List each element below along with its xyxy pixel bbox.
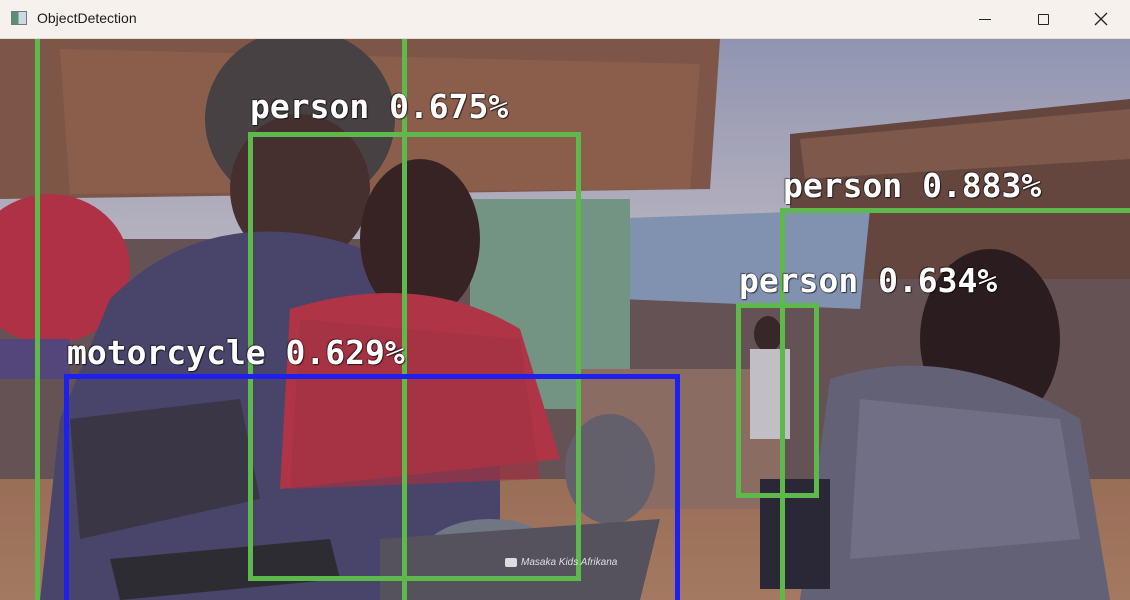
watermark-text: Masaka Kids Afrikana bbox=[521, 557, 618, 568]
play-icon bbox=[505, 557, 517, 567]
minimize-button[interactable] bbox=[956, 0, 1014, 38]
maximize-icon bbox=[1037, 13, 1049, 25]
bbox-person-2 bbox=[780, 208, 1130, 600]
detection-label-person-3: person 0.634% bbox=[739, 261, 998, 300]
bbox-person-1 bbox=[248, 132, 581, 581]
title-bar: ObjectDetection bbox=[0, 0, 1130, 39]
app-icon bbox=[11, 11, 27, 25]
detection-label-motorcycle-1: motorcycle 0.629% bbox=[67, 333, 405, 372]
detection-label-person-2: person 0.883% bbox=[783, 166, 1042, 205]
maximize-button[interactable] bbox=[1014, 0, 1072, 38]
scene-image bbox=[0, 39, 1130, 600]
bbox-motorcycle-1 bbox=[64, 374, 680, 600]
video-watermark: Masaka Kids Afrikana bbox=[505, 557, 617, 568]
window-title: ObjectDetection bbox=[37, 10, 137, 26]
close-icon bbox=[1094, 12, 1108, 26]
detection-label-person-1: person 0.675% bbox=[250, 87, 509, 126]
close-button[interactable] bbox=[1072, 0, 1130, 38]
video-frame: person 0.675% person 0.883% person 0.634… bbox=[0, 39, 1130, 600]
bbox-person-3 bbox=[736, 303, 819, 498]
minimize-icon bbox=[979, 18, 991, 20]
bbox-person-0 bbox=[35, 39, 407, 600]
